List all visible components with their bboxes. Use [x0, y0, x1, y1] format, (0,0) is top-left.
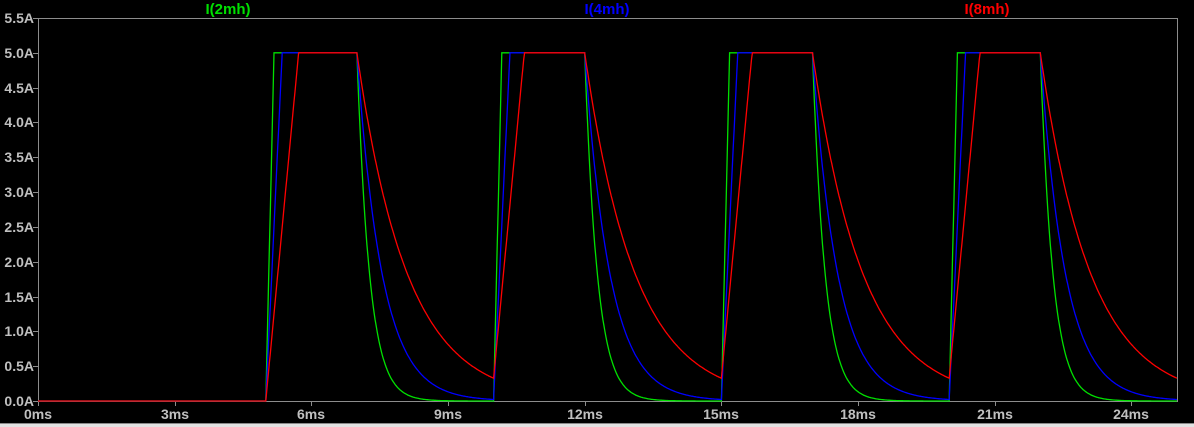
y-tick-label: 4.0A: [4, 114, 34, 130]
y-tick-label: 0.5A: [4, 358, 34, 374]
y-tick-label: 5.5A: [4, 10, 34, 26]
trace-i8mh: [38, 52, 1178, 402]
y-tick-label: 1.5A: [4, 289, 34, 305]
legend-trace-i2mh[interactable]: I(2mh): [205, 1, 251, 18]
y-tick-label: 0.0A: [4, 393, 34, 409]
y-tick-label: 2.5A: [4, 219, 34, 235]
y-tick-label: 3.5A: [4, 149, 34, 165]
y-tick-label: 3.0A: [4, 184, 34, 200]
legend-trace-i4mh[interactable]: I(4mh): [584, 1, 630, 18]
y-tick-label: 2.0A: [4, 254, 34, 270]
x-tick-label: 18ms: [840, 406, 876, 422]
y-tick-label: 4.5A: [4, 80, 34, 96]
x-tick-label: 21ms: [977, 406, 1013, 422]
legend-trace-i8mh[interactable]: I(8mh): [964, 1, 1010, 18]
trace-i4mh: [38, 52, 1177, 402]
x-tick-label: 9ms: [433, 406, 463, 422]
x-tick-label: 15ms: [703, 406, 739, 422]
axis-ticks: [33, 18, 1132, 406]
x-tick-label: 3ms: [160, 406, 190, 422]
x-tick-label: 24ms: [1113, 406, 1149, 422]
x-tick-label: 6ms: [296, 406, 326, 422]
trace-i2mh: [38, 52, 1177, 402]
pane-bottom-border: [0, 423, 1194, 427]
y-tick-label: 5.0A: [4, 45, 34, 61]
y-tick-label: 1.0A: [4, 323, 34, 339]
x-tick-label: 0ms: [23, 406, 53, 422]
plot-border: [38, 18, 1178, 402]
x-tick-label: 12ms: [567, 406, 603, 422]
